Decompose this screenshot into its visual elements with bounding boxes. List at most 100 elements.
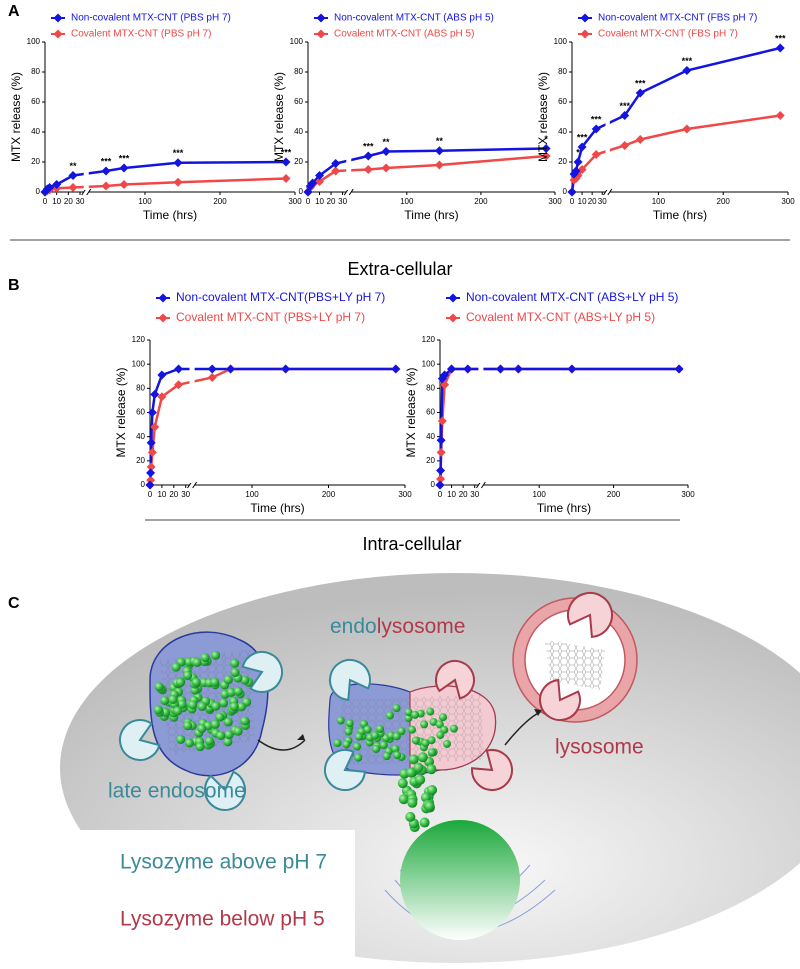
y-tick-label: 20	[426, 456, 435, 465]
y-tick-label: 40	[31, 127, 40, 136]
y-tick-label: 60	[294, 97, 303, 106]
significance: **	[383, 137, 391, 147]
x-tick-label: 300	[398, 490, 412, 499]
y-tick-label: 100	[290, 37, 304, 46]
significance: **	[436, 136, 444, 146]
break-gap	[346, 36, 352, 190]
lysozyme	[471, 749, 513, 791]
y-tick-label: 20	[558, 157, 567, 166]
marker	[775, 111, 785, 120]
drug-sphere	[171, 662, 181, 672]
marker	[119, 180, 129, 189]
series-line	[44, 177, 287, 194]
marker	[147, 447, 157, 457]
legend-text: Lysozyme below pH 5	[120, 908, 325, 931]
marker	[436, 466, 446, 475]
y-tick-label: 60	[31, 97, 40, 106]
drug-sphere	[355, 732, 364, 741]
marker	[150, 389, 160, 399]
drug-sphere	[197, 701, 207, 711]
significance: *	[544, 134, 548, 144]
marker	[577, 165, 587, 174]
x-tick-label: 300	[548, 197, 562, 206]
drug-sphere	[438, 713, 447, 722]
marker	[281, 364, 291, 374]
label: late endosome	[108, 780, 246, 803]
legend-label: Non-covalent MTX-CNT (ABS+LY pH 5)	[466, 290, 678, 304]
x-tick-label: 10	[447, 490, 456, 499]
marker	[440, 370, 450, 380]
x-axis-label: Time (hrs)	[537, 501, 591, 515]
lysozyme	[241, 651, 283, 693]
drug-sphere	[404, 708, 413, 717]
marker	[52, 180, 62, 189]
axis-break	[348, 188, 354, 196]
marker	[316, 13, 326, 23]
drug-sphere	[192, 657, 202, 667]
x-tick-label: 200	[213, 197, 227, 206]
marker	[567, 187, 577, 197]
drug-sphere	[219, 698, 229, 708]
drug-sphere	[429, 717, 438, 726]
x-tick-label: 30	[76, 197, 85, 206]
marker	[391, 364, 401, 374]
y-tick-label: 120	[422, 335, 436, 344]
marker	[435, 480, 445, 490]
y-tick-label: 40	[426, 432, 435, 441]
drug-sphere	[176, 734, 186, 744]
diagram: late endosome endolysosome lysosome Lyso…	[45, 573, 800, 963]
y-tick-label: 80	[136, 383, 145, 392]
marker	[448, 293, 458, 303]
label-part: endo	[330, 615, 377, 638]
marker	[591, 150, 601, 159]
drug-sphere	[413, 762, 424, 773]
drug-sphere	[408, 725, 417, 734]
marker	[682, 66, 692, 75]
marker	[157, 392, 167, 402]
y-axis-label: MTX release (%)	[114, 367, 128, 457]
y-tick-label: 20	[136, 456, 145, 465]
drug-sphere	[435, 720, 444, 729]
drug-sphere	[211, 701, 221, 711]
panel-label: C	[8, 595, 20, 612]
significance: ***	[101, 156, 112, 166]
drug-sphere	[363, 725, 372, 734]
drug-sphere	[427, 736, 436, 745]
series-line	[148, 367, 396, 486]
y-tick-label: 100	[554, 37, 568, 46]
x-tick-label: 20	[459, 490, 468, 499]
marker	[437, 416, 447, 426]
drug-sphere	[417, 752, 428, 763]
y-tick-label: 0	[141, 480, 146, 489]
significance: ***	[591, 114, 602, 124]
marker	[308, 178, 318, 188]
marker	[174, 364, 184, 374]
y-tick-label: 80	[31, 67, 40, 76]
marker	[447, 364, 457, 374]
x-tick-label: 30	[181, 490, 190, 499]
y-tick-label: 100	[132, 359, 146, 368]
marker	[158, 313, 168, 323]
legend-box	[45, 830, 355, 958]
drug-sphere	[442, 739, 451, 748]
lysozyme	[324, 749, 367, 791]
marker	[541, 144, 551, 153]
break-gap	[83, 36, 89, 190]
marker	[436, 447, 446, 457]
marker	[157, 370, 167, 380]
significance: ***	[577, 132, 588, 142]
marker	[573, 157, 583, 167]
drug-sphere	[393, 751, 402, 760]
y-tick-label: 80	[294, 67, 303, 76]
legend-label: Non-covalent MTX-CNT (PBS pH 7)	[71, 13, 231, 24]
x-tick-label: 10	[315, 197, 324, 206]
legend-label: Covalent MTX-CNT (PBS+LY pH 7)	[176, 310, 365, 324]
marker	[45, 183, 55, 192]
significance: ***	[682, 56, 693, 66]
x-tick-label: 300	[681, 490, 695, 499]
drug-sphere	[210, 719, 220, 729]
drug-sphere	[342, 740, 351, 749]
drug-sphere	[449, 724, 458, 733]
